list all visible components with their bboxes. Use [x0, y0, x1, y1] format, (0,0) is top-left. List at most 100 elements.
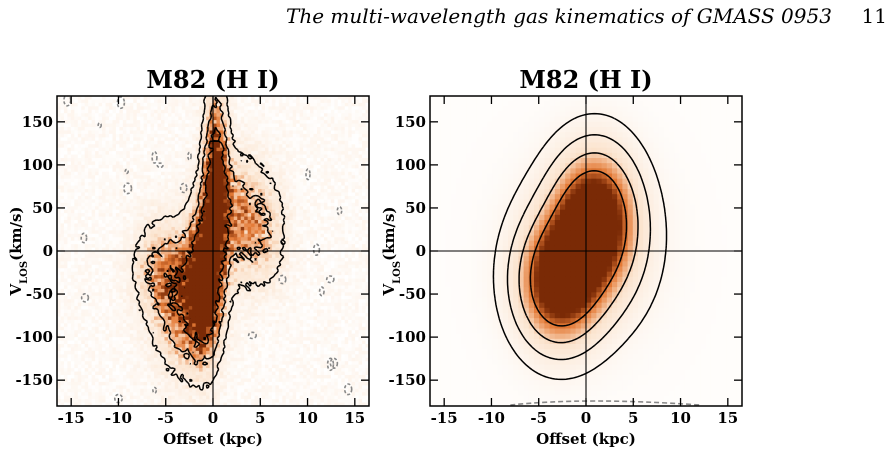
panel-left-heatmap-cell — [115, 385, 120, 390]
panel-left-heatmap-cell — [74, 216, 79, 221]
panel-left-heatmap-cell — [188, 381, 193, 386]
panel-left-heatmap-cell — [88, 357, 93, 362]
panel-left-heatmap-cell — [219, 257, 224, 262]
panel-left-heatmap-cell — [63, 113, 68, 118]
panel-left-heatmap-cell — [60, 368, 65, 373]
panel-left-heatmap-cell — [206, 247, 211, 252]
panel-left-heatmap-cell — [171, 251, 176, 256]
panel-left-heatmap-cell — [213, 123, 218, 128]
panel-left-heatmap-cell — [112, 313, 117, 318]
panel-left-heatmap-cell — [67, 285, 72, 290]
panel-left-heatmap-cell — [188, 171, 193, 176]
panel-left-heatmap-cell — [230, 120, 235, 125]
panel-left-heatmap-cell — [122, 326, 127, 331]
panel-left-heatmap-cell — [88, 254, 93, 259]
panel-left-heatmap-cell — [136, 240, 141, 245]
panel-left-heatmap-cell — [57, 185, 62, 190]
panel-left-heatmap-cell — [136, 147, 141, 152]
panel-left-heatmap-cell — [174, 137, 179, 142]
panel-left-heatmap-cell — [98, 361, 103, 366]
panel-left-heatmap-cell — [143, 337, 148, 342]
panel-left-heatmap-cell — [178, 244, 183, 249]
panel-left-heatmap-cell — [84, 195, 89, 200]
panel-left-heatmap-cell — [195, 378, 200, 383]
panel-left-heatmap-cell — [60, 395, 65, 400]
panel-left-heatmap-cell — [213, 237, 218, 242]
panel-left-heatmap-cell — [244, 171, 249, 176]
panel-left-heatmap-cell — [70, 295, 75, 300]
panel-left-heatmap-cell — [88, 96, 93, 101]
panel-left-heatmap-cell — [240, 316, 245, 321]
panel-left-heatmap-cell — [70, 381, 75, 386]
panel-left-heatmap-cell — [102, 333, 107, 338]
panel-left-heatmap-cell — [67, 137, 72, 142]
panel-left-heatmap-cell — [98, 282, 103, 287]
panel-left-heatmap-cell — [57, 244, 62, 249]
panel-left-heatmap-cell — [91, 237, 96, 242]
panel-left-heatmap-cell — [181, 357, 186, 362]
panel-left-heatmap-cell — [233, 347, 238, 352]
panel-left-heatmap-cell — [230, 264, 235, 269]
panel-left-heatmap-cell — [60, 268, 65, 273]
panel-left-heatmap-cell — [60, 216, 65, 221]
panel-left-heatmap-cell — [164, 306, 169, 311]
panel-left-heatmap-cell — [195, 323, 200, 328]
panel-left-heatmap-cell — [77, 195, 82, 200]
panel-left-heatmap-cell — [88, 220, 93, 225]
panel-left-heatmap-cell — [192, 106, 197, 111]
panel-left-heatmap-cell — [133, 213, 138, 218]
panel-left-heatmap-cell — [209, 299, 214, 304]
panel-left-heatmap-cell — [140, 350, 145, 355]
panel-left-heatmap-cell — [74, 319, 79, 324]
panel-left-heatmap-cell — [105, 96, 110, 101]
panel-left-heatmap-cell — [105, 378, 110, 383]
panel-left-heatmap-cell — [213, 216, 218, 221]
panel-left-heatmap-cell — [192, 171, 197, 176]
panel-left-heatmap-cell — [181, 209, 186, 214]
panel-left-heatmap-cell — [188, 306, 193, 311]
panel-left-heatmap-cell — [154, 137, 159, 142]
panel-left-heatmap-cell — [77, 213, 82, 218]
panel-left-heatmap-cell — [233, 116, 238, 121]
panel-left-heatmap-cell — [109, 192, 114, 197]
panel-left-heatmap-cell — [154, 251, 159, 256]
panel-left-heatmap-cell — [213, 154, 218, 159]
panel-left-heatmap-cell — [147, 206, 152, 211]
panel-left-heatmap-cell — [174, 323, 179, 328]
panel-left-heatmap-cell — [126, 216, 131, 221]
panel-left-heatmap-cell — [140, 106, 145, 111]
panel-left-heatmap-cell — [213, 350, 218, 355]
panel-left-heatmap-cell — [91, 130, 96, 135]
panel-left-heatmap-cell — [216, 120, 221, 125]
panel-left-heatmap-cell — [240, 230, 245, 235]
panel-left-heatmap-cell — [209, 185, 214, 190]
panel-left-heatmap-cell — [109, 347, 114, 352]
panel-left-heatmap-cell — [112, 316, 117, 321]
panel-left-heatmap-cell — [206, 316, 211, 321]
panel-left-heatmap-cell — [226, 378, 231, 383]
panel-left-heatmap-cell — [157, 223, 162, 228]
panel-left-heatmap-cell — [174, 147, 179, 152]
panel-left-heatmap-cell — [143, 344, 148, 349]
panel-left-heatmap-cell — [115, 123, 120, 128]
panel-left-heatmap-cell — [240, 123, 245, 128]
panel-left-heatmap-cell — [70, 375, 75, 380]
panel-left-heatmap-cell — [122, 120, 127, 125]
panel-left-heatmap-cell — [81, 264, 86, 269]
panel-left-heatmap-cell — [95, 209, 100, 214]
panel-left-heatmap-cell — [74, 337, 79, 342]
panel-left-heatmap-cell — [178, 178, 183, 183]
panel-left-heatmap-cell — [226, 364, 231, 369]
panel-left-heatmap-cell — [178, 292, 183, 297]
panel-left-heatmap-cell — [57, 392, 62, 397]
panel-left-heatmap-cell — [126, 137, 131, 142]
panel-left-heatmap-cell — [188, 244, 193, 249]
panel-left-heatmap-cell — [233, 326, 238, 331]
panel-left-heatmap-cell — [167, 226, 172, 231]
panel-left-heatmap-cell — [219, 323, 224, 328]
panel-left-heatmap-cell — [181, 192, 186, 197]
panel-left-heatmap-cell — [237, 202, 242, 207]
panel-left: M82 (H I) -15 -10 -5 0 5 10 15-150-100-5005010… — [7, 65, 370, 448]
panel-left-heatmap-cell — [143, 247, 148, 252]
panel-left-heatmap-cell — [188, 237, 193, 242]
